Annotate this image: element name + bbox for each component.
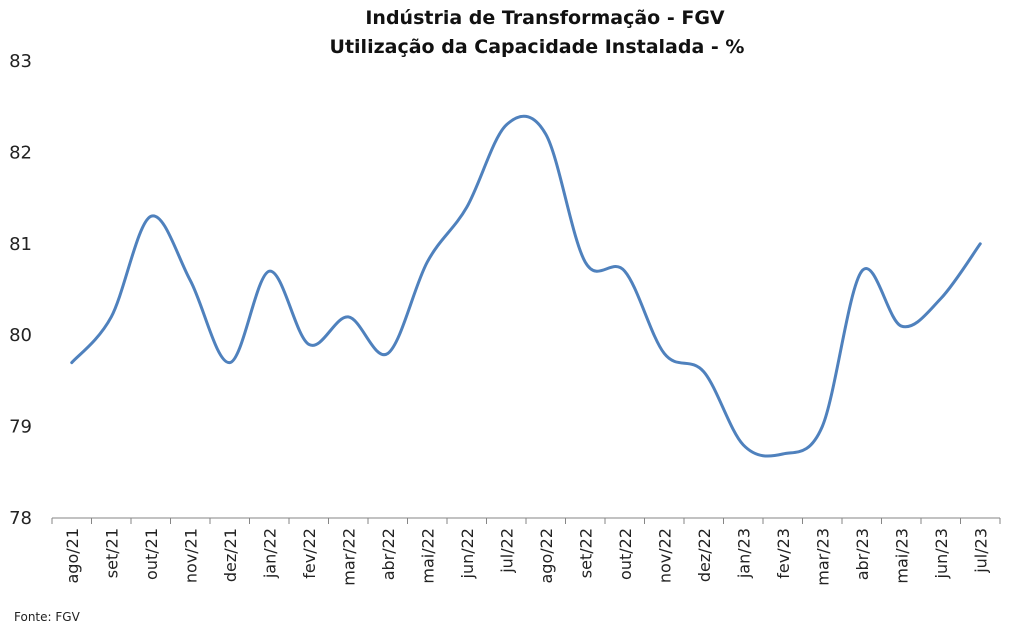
data-point [702, 370, 706, 374]
x-tick-label: abr/22 [379, 528, 398, 580]
x-tick-label: out/21 [142, 528, 161, 580]
data-point [860, 269, 864, 273]
data-point [939, 297, 943, 301]
data-point [228, 361, 232, 365]
data-point [307, 342, 311, 346]
y-tick-label: 80 [9, 325, 32, 346]
y-tick-label: 83 [9, 51, 32, 72]
x-tick-label: dez/21 [221, 528, 240, 582]
data-point [978, 242, 982, 246]
x-tick-label: jun/23 [932, 528, 951, 579]
data-point [741, 443, 745, 447]
x-tick-label: mar/22 [339, 528, 358, 586]
x-axis: ago/21 set/21 out/21 nov/21 dez/21 jan/22 fev/… [51, 517, 1001, 586]
chart-title-line-2: Utilização da Capacidade Instalada - % [330, 36, 745, 58]
data-point [465, 205, 469, 209]
x-tick-label: jul/22 [497, 528, 516, 574]
data-point [425, 260, 429, 264]
y-tick-label: 78 [9, 508, 32, 529]
x-tick-label: set/21 [102, 528, 121, 578]
x-tick-label: mai/22 [418, 528, 437, 584]
x-tick-label: jan/23 [734, 528, 753, 579]
y-tick-label: 79 [9, 417, 32, 438]
data-point [267, 269, 271, 273]
x-tick-label: abr/23 [853, 528, 872, 580]
data-point [623, 269, 627, 273]
y-tick-label: 82 [9, 142, 32, 163]
x-tick-label: nov/21 [181, 528, 200, 583]
chart-title-line-1: Indústria de Transformação - FGV [365, 7, 725, 29]
data-point [188, 278, 192, 282]
x-tick-label: nov/22 [655, 528, 674, 583]
data-point [544, 132, 548, 136]
x-tick-label: jun/22 [458, 528, 477, 579]
x-tick-label: set/22 [576, 528, 595, 578]
source-note: Fonte: FGV [14, 610, 81, 624]
data-point [662, 351, 666, 355]
y-tick-label: 81 [9, 234, 32, 255]
data-point [504, 123, 508, 127]
data-point [899, 324, 903, 328]
data-point [820, 425, 824, 429]
data-point [149, 214, 153, 218]
x-tick-label: mar/23 [813, 528, 832, 586]
series-group [70, 114, 982, 458]
data-point [583, 260, 587, 264]
x-tick-label: jan/22 [260, 528, 279, 579]
data-point [386, 351, 390, 355]
y-axis: 78 79 80 81 82 83 [9, 51, 32, 529]
series-line [70, 114, 982, 458]
x-tick-label: fev/22 [300, 528, 319, 579]
x-tick-label: jul/23 [971, 528, 990, 574]
data-point [781, 452, 785, 456]
x-tick-label: dez/22 [695, 528, 714, 582]
data-point [109, 315, 113, 319]
data-point [70, 361, 74, 365]
x-tick-label: fev/23 [774, 528, 793, 579]
data-point [346, 315, 350, 319]
x-tick-label: ago/22 [537, 528, 556, 584]
x-tick-label: out/22 [616, 528, 635, 580]
x-tick-label: mai/23 [892, 528, 911, 584]
x-tick-label: ago/21 [63, 528, 82, 584]
